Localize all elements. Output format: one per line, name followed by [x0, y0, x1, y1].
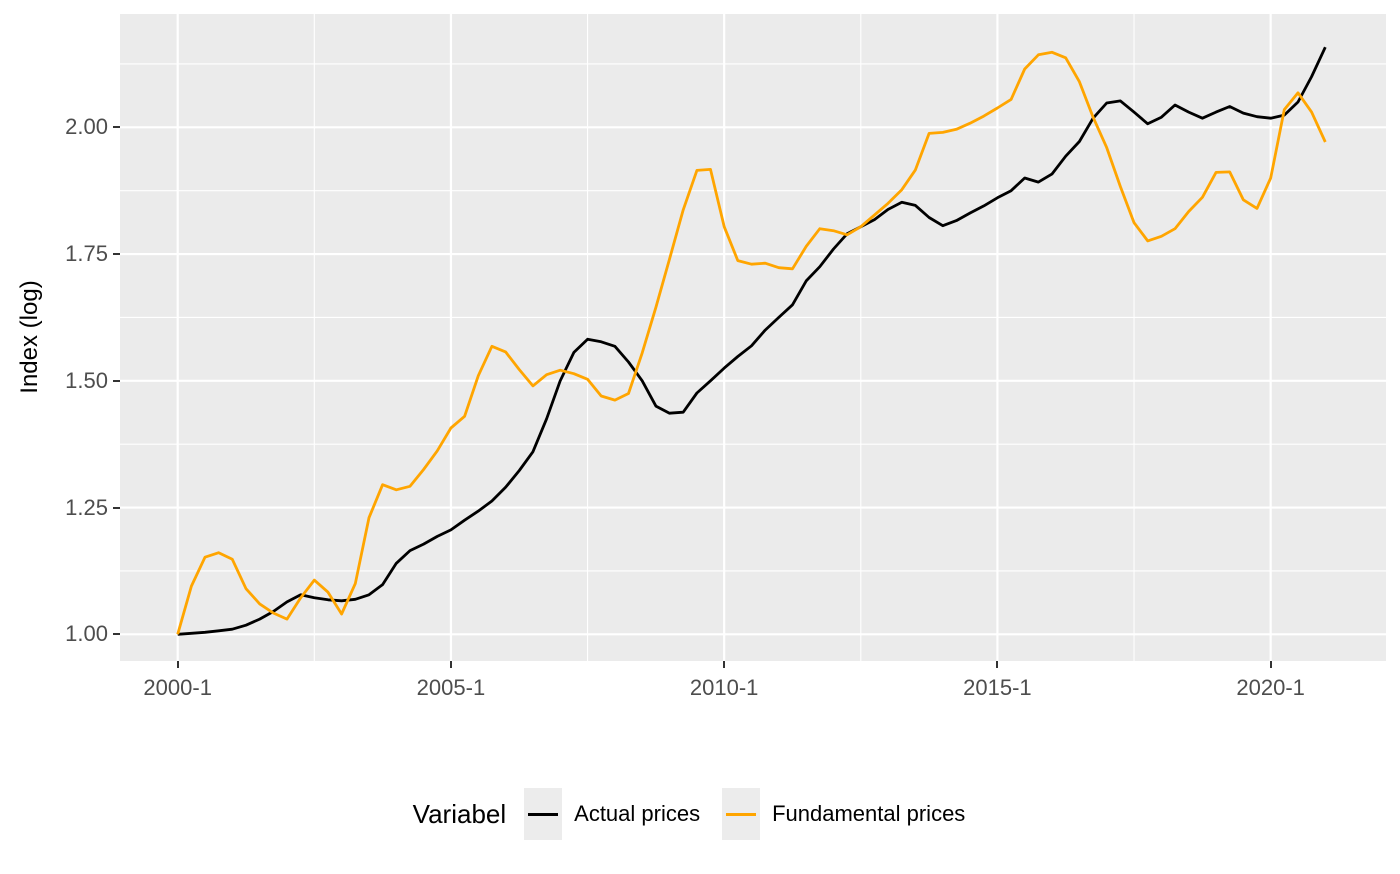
actual-prices-line [177, 46, 1327, 636]
legend-title: Variabel [412, 798, 507, 829]
y-axis-title: Index (log) [16, 280, 43, 394]
legend-key-line-actual [528, 812, 559, 816]
x-tick-mark [176, 661, 179, 668]
x-tick-mark [996, 661, 999, 668]
minor-gridlines [120, 14, 1386, 661]
x-tick-mark [1269, 661, 1272, 668]
y-tick-mark [113, 633, 120, 636]
plot-panel [120, 14, 1386, 661]
x-tick-mark [449, 661, 452, 668]
legend: Variabel Actual prices Fundamental price… [0, 788, 1400, 840]
y-tick-mark [113, 379, 120, 382]
x-tick-label: 2010-1 [689, 675, 759, 700]
x-tick-label: 2015-1 [963, 675, 1032, 700]
legend-key-fundamental [722, 788, 761, 840]
major-gridlines [120, 14, 1386, 661]
y-tick-label: 1.25 [65, 494, 108, 520]
legend-item-actual: Actual prices [524, 788, 722, 840]
x-tick-label: 2005-1 [416, 675, 486, 700]
legend-label-fundamental: Fundamental prices [772, 801, 966, 826]
y-tick-mark [113, 126, 120, 129]
panel-background [120, 14, 1386, 661]
plot-canvas [120, 14, 1386, 661]
y-tick-label: 1.75 [65, 241, 108, 267]
y-tick-mark [113, 253, 120, 256]
y-tick-mark [113, 506, 120, 509]
legend-item-fundamental: Fundamental prices [722, 788, 987, 840]
y-axis-title-wrap: Index (log) [16, 187, 46, 487]
legend-key-line-fundamental [726, 812, 757, 816]
fundamental-prices-line [176, 50, 1327, 635]
x-tick-label: 2020-1 [1236, 675, 1305, 700]
x-tick-mark [723, 661, 726, 668]
x-tick-label: 2000-1 [143, 675, 212, 700]
y-tick-label: 2.00 [65, 114, 108, 140]
legend-key-actual [524, 788, 563, 840]
legend-label-actual: Actual prices [574, 801, 701, 826]
y-tick-label: 1.00 [65, 621, 108, 647]
y-tick-label: 1.50 [65, 367, 108, 393]
